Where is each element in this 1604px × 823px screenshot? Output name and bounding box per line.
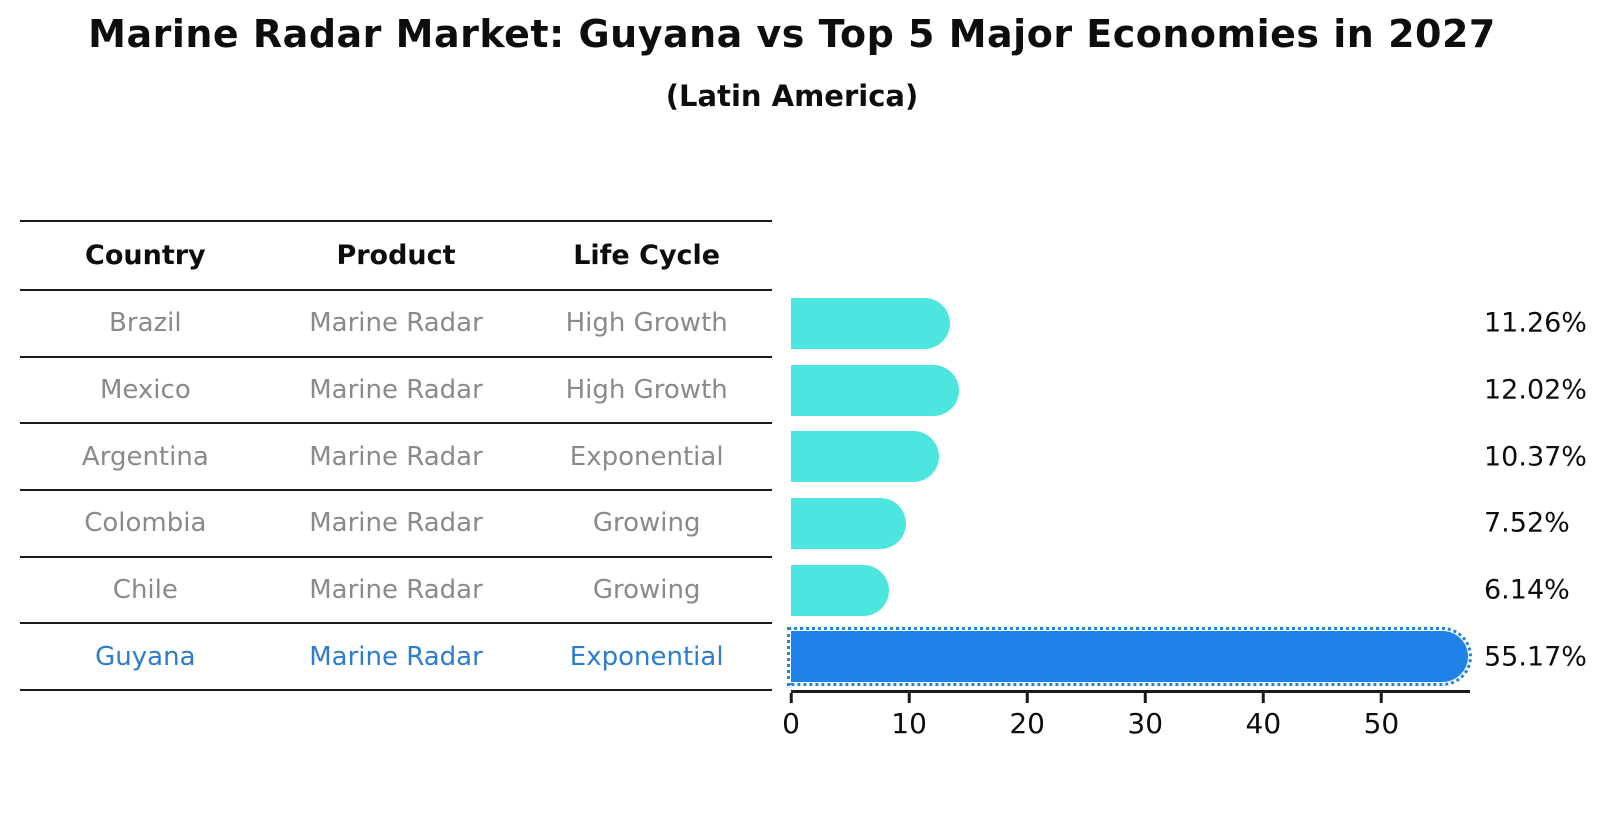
- bar-row-guyana: 55.17%: [786, 623, 1587, 690]
- bar-colombia: [791, 497, 906, 549]
- table-body: Brazil Marine Radar High Growth Mexico Marin…: [20, 291, 772, 692]
- x-tick-mark-10: [907, 693, 911, 703]
- cell-life-cycle: High Growth: [565, 308, 728, 339]
- x-tick-mark-50: [1380, 693, 1383, 703]
- x-tick-label-30: 30: [1127, 707, 1164, 740]
- cell-country: Brazil: [109, 308, 182, 339]
- bar-chile: [791, 564, 890, 616]
- country-table: Country Product Life Cycle Brazil Marine …: [20, 220, 772, 692]
- cell-country: Guyana: [95, 641, 196, 672]
- cell-product: Marine Radar: [309, 641, 483, 672]
- bar-row-argentina: 10.37%: [791, 423, 1587, 490]
- bar-guyana: [786, 627, 1473, 687]
- x-tick-label-50: 50: [1363, 707, 1400, 740]
- x-axis: 0 10 20 30 40 50: [782, 693, 1470, 753]
- table-row-colombia: Colombia Marine Radar Growing: [20, 491, 772, 558]
- x-tick-label-20: 20: [1009, 707, 1045, 740]
- cell-product: Marine Radar: [309, 375, 483, 406]
- bar-row-chile: 6.14%: [791, 557, 1570, 624]
- cell-product: Marine Radar: [309, 508, 483, 539]
- table-row-guyana: Guyana Marine Radar Exponential: [20, 624, 772, 692]
- cell-life-cycle: Exponential: [569, 641, 724, 672]
- bar-mexico: [791, 364, 959, 416]
- x-tick-label-40: 40: [1245, 707, 1282, 740]
- cell-life-cycle: Growing: [592, 508, 701, 539]
- table-row-chile: Chile Marine Radar Growing: [20, 558, 772, 625]
- bar-brazil: [791, 298, 950, 349]
- table-row-mexico: Mexico Marine Radar High Growth: [20, 358, 772, 425]
- cell-product: Marine Radar: [309, 308, 483, 339]
- cell-life-cycle: High Growth: [565, 375, 728, 406]
- table-row-argentina: Argentina Marine Radar Exponential: [20, 424, 772, 492]
- value-label-guyana: 55.17%: [1484, 641, 1587, 673]
- x-tick-label-10: 10: [891, 707, 927, 740]
- column-header-country: Country: [85, 240, 206, 271]
- bar-row-brazil: 11.26%: [791, 290, 1587, 357]
- column-header-product: Product: [336, 240, 456, 271]
- x-tick-mark-40: [1262, 693, 1265, 703]
- x-tick-mark-30: [1144, 693, 1147, 703]
- bar-argentina: [791, 431, 940, 483]
- chart-title: Marine Radar Market: Guyana vs Top 5 Maj…: [88, 12, 1496, 56]
- cell-life-cycle: Growing: [592, 575, 701, 606]
- table-header-row: Country Product Life Cycle: [20, 222, 772, 291]
- bar-row-colombia: 7.52%: [791, 490, 1570, 557]
- bar-chart-plot-area: 11.26% 12.02% 10.37% 7.52% 6.14% 55.17% 0 10 20…: [782, 290, 1587, 740]
- cell-country: Argentina: [81, 441, 209, 472]
- column-header-life-cycle: Life Cycle: [573, 240, 721, 271]
- bar-series: 11.26% 12.02% 10.37% 7.52% 6.14% 55.17%: [786, 290, 1587, 690]
- x-tick-mark-20: [1025, 693, 1029, 703]
- cell-life-cycle: Exponential: [569, 441, 724, 472]
- value-label-chile: 6.14%: [1484, 574, 1570, 606]
- bar-row-mexico: 12.02%: [791, 357, 1587, 424]
- x-tick-label-0: 0: [782, 707, 800, 740]
- value-label-colombia: 7.52%: [1484, 507, 1570, 539]
- cell-product: Marine Radar: [309, 441, 483, 472]
- cell-country: Mexico: [99, 375, 191, 406]
- cell-country: Colombia: [84, 508, 207, 539]
- value-label-brazil: 11.26%: [1484, 307, 1587, 339]
- cell-product: Marine Radar: [309, 575, 483, 606]
- chart-subtitle: (Latin America): [665, 79, 919, 113]
- x-tick-mark-0: [789, 693, 793, 703]
- value-label-argentina: 10.37%: [1484, 441, 1587, 473]
- table-row-brazil: Brazil Marine Radar High Growth: [20, 291, 772, 358]
- cell-country: Chile: [112, 575, 178, 606]
- value-label-mexico: 12.02%: [1484, 374, 1587, 406]
